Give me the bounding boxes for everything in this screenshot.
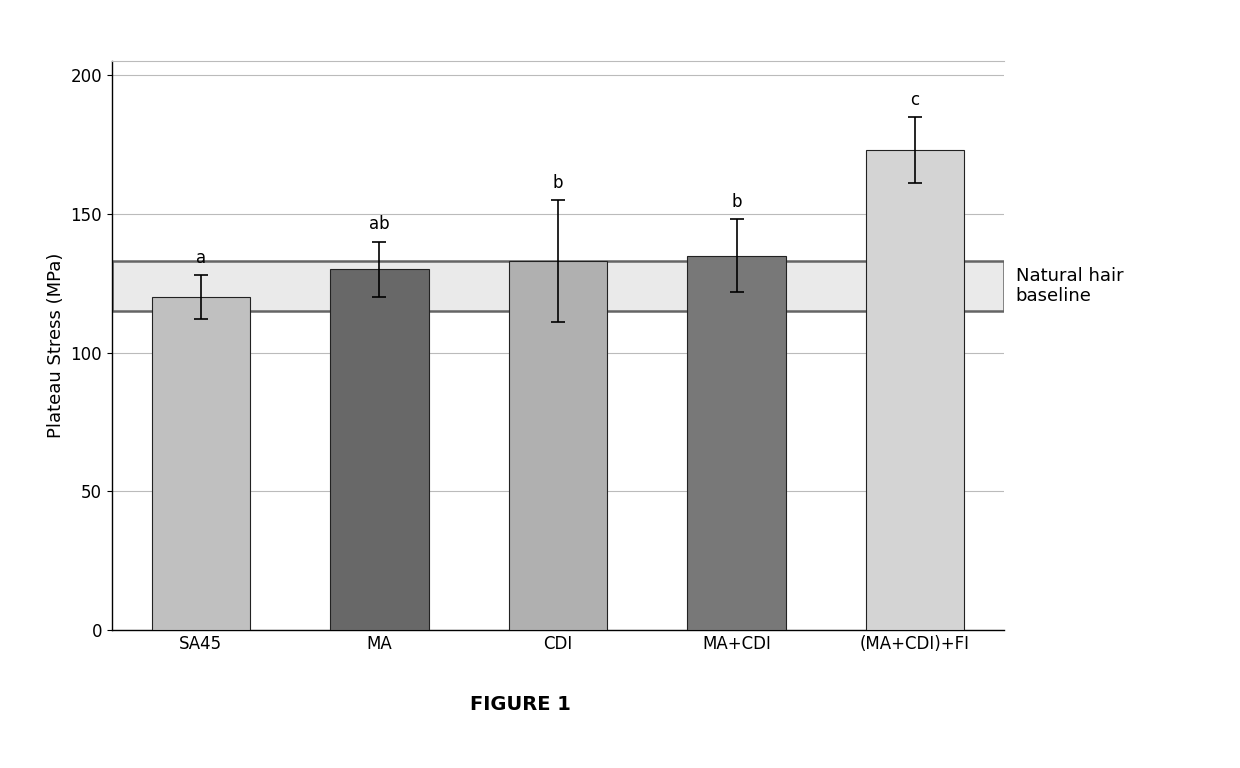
Text: b: b — [553, 174, 563, 192]
Y-axis label: Plateau Stress (MPa): Plateau Stress (MPa) — [47, 253, 64, 439]
Text: c: c — [910, 91, 920, 108]
Bar — [112, 261, 1004, 311]
Bar — [687, 256, 786, 630]
Text: Natural hair
baseline: Natural hair baseline — [1016, 266, 1123, 306]
Bar — [151, 297, 250, 630]
Bar — [866, 151, 965, 630]
Text: FIGURE 1: FIGURE 1 — [470, 695, 572, 714]
Text: b: b — [732, 193, 742, 211]
Bar — [330, 270, 429, 630]
Text: a: a — [196, 249, 206, 266]
Text: ab: ab — [370, 215, 389, 233]
Bar — [508, 261, 608, 630]
